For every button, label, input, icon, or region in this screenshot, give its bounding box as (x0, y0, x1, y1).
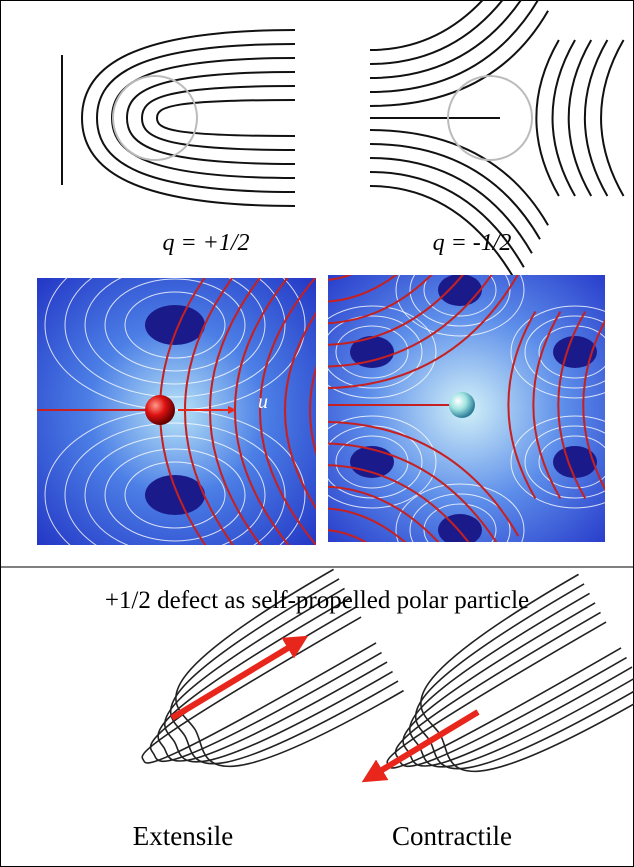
drawings (37, 0, 634, 826)
director-line (394, 593, 634, 789)
director-line (553, 40, 576, 196)
vortex-core (145, 305, 205, 345)
director-line (536, 40, 559, 196)
director-line (569, 40, 592, 196)
defect-particle (145, 395, 175, 425)
director-line (320, 166, 456, 280)
label-extensile: Extensile (133, 821, 233, 851)
director-line (136, 617, 376, 773)
label-plus-half: q = +1/2 (162, 230, 249, 256)
director-line (370, 0, 516, 50)
active-force-arrow (172, 642, 298, 718)
vortex-core (438, 514, 482, 546)
velocity-label: u (258, 391, 268, 413)
vortex-core (145, 475, 205, 515)
director-line (370, 0, 540, 92)
plus-half-defect (62, 30, 295, 206)
director-line (370, 144, 540, 239)
director-line (601, 40, 624, 196)
director-line (157, 100, 295, 136)
director-line (142, 86, 295, 150)
vortex-core (553, 336, 597, 368)
label-minus-half: q = -1/2 (433, 230, 512, 256)
director-line (381, 622, 621, 778)
defect-particle (449, 392, 475, 418)
section-title: +1/2 defect as self-propelled polar part… (105, 587, 529, 614)
figure: q = +1/2 q = -1/2 u +1/2 defect as self-… (0, 0, 634, 867)
label-contractile: Contractile (392, 821, 512, 851)
rotation-circle (113, 76, 197, 160)
director-line (585, 40, 608, 196)
director-line (370, 0, 524, 64)
director-line (608, 311, 634, 498)
